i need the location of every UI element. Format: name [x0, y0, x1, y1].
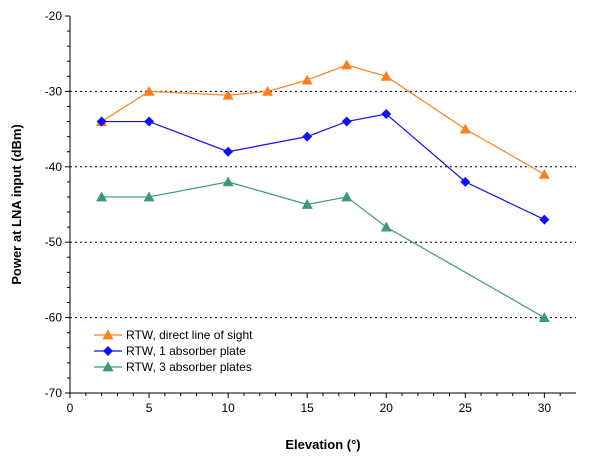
series-2	[96, 109, 550, 225]
y-tick-label: -20	[45, 9, 63, 23]
data-point	[380, 70, 392, 81]
data-point	[262, 85, 274, 96]
data-point	[460, 176, 471, 187]
data-point	[143, 85, 155, 96]
data-point	[341, 116, 352, 127]
x-tick-label: 15	[301, 401, 315, 415]
x-tick-label: 30	[538, 401, 552, 415]
data-point	[96, 116, 107, 127]
series-line	[101, 113, 545, 221]
data-point	[380, 221, 392, 232]
data-point	[341, 191, 353, 202]
y-axis-title: Power at LNA input (dBm)	[9, 124, 24, 285]
legend: RTW, direct line of sight RTW, 1 absorber…	[94, 328, 253, 374]
data-point	[381, 109, 392, 120]
data-point	[459, 123, 471, 134]
data-point	[341, 59, 353, 70]
legend-label: RTW, 3 absorber plates	[126, 360, 252, 374]
legend-item: RTW, direct line of sight	[94, 328, 253, 342]
legend-item: RTW, 1 absorber plate	[94, 344, 246, 358]
y-tick-label: -50	[45, 235, 63, 249]
y-tick-label: -70	[45, 386, 63, 400]
legend-marker	[103, 346, 113, 356]
data-point	[538, 312, 550, 322]
series-1	[96, 59, 550, 179]
data-point	[144, 116, 155, 127]
data-point	[222, 89, 234, 100]
data-point	[301, 199, 313, 209]
y-tick-label: -40	[45, 160, 63, 174]
legend-marker	[102, 329, 114, 340]
x-tick-label: 10	[221, 401, 235, 415]
data-point	[222, 176, 234, 187]
legend-item: RTW, 3 absorber plates	[94, 360, 252, 374]
x-tick-label: 5	[146, 401, 153, 415]
data-point	[96, 191, 108, 202]
series-line	[101, 181, 545, 319]
data-point	[539, 214, 550, 225]
x-axis-title: Elevation (°)	[285, 437, 360, 452]
series-line	[101, 64, 545, 175]
y-tick-label: -60	[45, 311, 63, 325]
y-tick-label: -30	[45, 84, 63, 98]
data-point	[302, 131, 313, 142]
legend-marker	[102, 361, 114, 372]
series-layer	[96, 59, 550, 322]
data-point	[538, 168, 550, 179]
ticks: -70 -60 -50 -40 -30 -20 0 5 10 15 20 25 30	[45, 9, 561, 415]
gridlines	[70, 90, 576, 319]
data-point	[143, 191, 155, 202]
x-tick-label: 20	[380, 401, 394, 415]
x-tick-label: 25	[459, 401, 473, 415]
data-point	[223, 146, 234, 157]
data-point	[301, 74, 313, 85]
legend-label: RTW, 1 absorber plate	[126, 344, 246, 358]
legend-label: RTW, direct line of sight	[126, 328, 253, 342]
x-tick-label: 0	[67, 401, 74, 415]
series-3	[96, 176, 550, 322]
